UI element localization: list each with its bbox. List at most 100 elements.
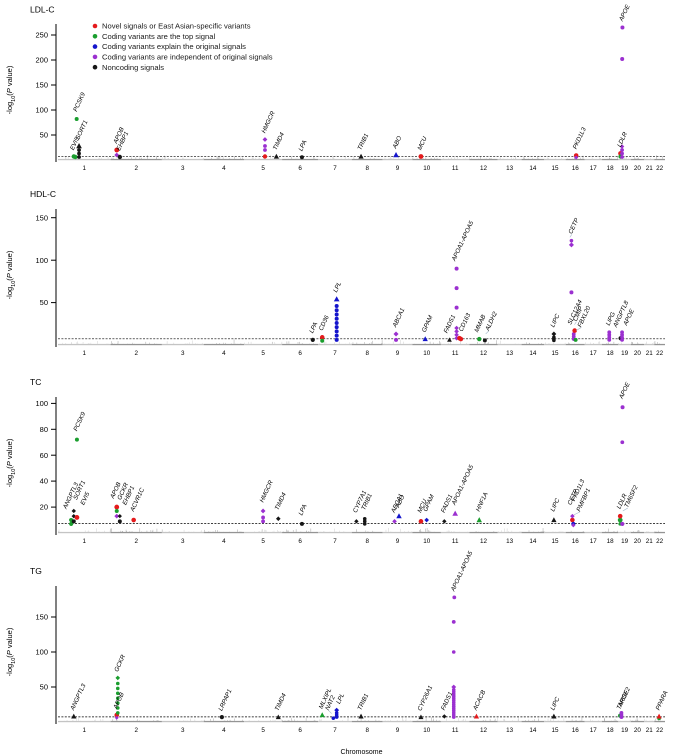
svg-text:11: 11 [452, 538, 459, 545]
svg-text:CD36: CD36 [318, 314, 331, 332]
svg-text:-log10(P value): -log10(P value) [5, 250, 17, 299]
svg-text:12: 12 [480, 165, 488, 172]
svg-text:200: 200 [35, 56, 48, 65]
svg-text:8: 8 [365, 727, 369, 734]
svg-text:6: 6 [298, 727, 302, 734]
svg-text:8: 8 [365, 350, 369, 357]
svg-text:6: 6 [298, 538, 302, 545]
svg-text:MCU: MCU [416, 135, 429, 151]
svg-text:16: 16 [572, 727, 580, 734]
svg-text:APOA1-APOA5: APOA1-APOA5 [450, 219, 475, 263]
svg-text:1: 1 [83, 165, 87, 172]
svg-text:7: 7 [333, 727, 337, 734]
svg-text:APOB: APOB [112, 691, 126, 710]
svg-text:PKD1L3: PKD1L3 [572, 126, 588, 150]
svg-text:15: 15 [551, 727, 559, 734]
svg-text:4: 4 [222, 165, 226, 172]
svg-text:1: 1 [83, 727, 87, 734]
svg-text:11: 11 [452, 350, 459, 357]
svg-text:LIPC: LIPC [549, 312, 561, 328]
svg-text:22: 22 [656, 350, 664, 357]
svg-text:Coding variants are the top si: Coding variants are the top signal [102, 32, 215, 41]
svg-text:14: 14 [529, 538, 537, 545]
svg-text:11: 11 [452, 727, 459, 734]
svg-text:9: 9 [396, 350, 400, 357]
svg-text:13: 13 [506, 350, 514, 357]
svg-text:22: 22 [656, 165, 664, 172]
svg-text:HMGCR: HMGCR [259, 479, 275, 504]
svg-text:2: 2 [135, 350, 139, 357]
svg-text:50: 50 [40, 682, 48, 691]
svg-text:-log10(P value): -log10(P value) [5, 65, 17, 114]
svg-text:20: 20 [634, 165, 642, 172]
svg-text:17: 17 [590, 727, 598, 734]
svg-text:5: 5 [261, 538, 265, 545]
svg-text:150: 150 [35, 81, 48, 90]
svg-text:1: 1 [83, 538, 87, 545]
svg-text:CETP: CETP [567, 216, 581, 235]
svg-text:3: 3 [181, 350, 185, 357]
svg-text:ALDH2: ALDH2 [484, 310, 499, 332]
svg-text:100: 100 [35, 106, 48, 115]
svg-text:ACACB: ACACB [471, 689, 487, 712]
svg-text:100: 100 [35, 647, 48, 656]
svg-text:LRPAP1: LRPAP1 [217, 688, 233, 712]
svg-text:16: 16 [572, 538, 580, 545]
svg-text:80: 80 [40, 425, 48, 434]
svg-text:21: 21 [646, 165, 654, 172]
svg-text:150: 150 [35, 612, 48, 621]
svg-text:21: 21 [646, 727, 654, 734]
svg-text:ABCA1: ABCA1 [391, 307, 406, 329]
svg-text:APOA1-APOA5: APOA1-APOA5 [450, 463, 475, 507]
svg-text:Coding variants are independen: Coding variants are independent of origi… [102, 53, 273, 62]
svg-text:19: 19 [621, 350, 629, 357]
svg-text:12: 12 [480, 538, 488, 545]
svg-text:TG: TG [30, 566, 42, 576]
svg-text:7: 7 [333, 350, 337, 357]
svg-text:5: 5 [261, 165, 265, 172]
svg-text:3: 3 [181, 538, 185, 545]
svg-text:19: 19 [621, 538, 629, 545]
svg-text:Noncoding signals: Noncoding signals [102, 63, 164, 72]
svg-text:16: 16 [572, 350, 580, 357]
svg-text:MMAB: MMAB [473, 313, 487, 333]
svg-text:15: 15 [551, 165, 559, 172]
svg-text:HDL-C: HDL-C [30, 189, 56, 199]
svg-text:17: 17 [590, 165, 598, 172]
svg-text:7: 7 [333, 165, 337, 172]
svg-text:LPA: LPA [297, 503, 308, 516]
svg-text:PCSK9: PCSK9 [72, 91, 87, 113]
svg-text:PPARA: PPARA [655, 689, 670, 711]
svg-text:12: 12 [480, 350, 488, 357]
svg-text:SORT1: SORT1 [75, 119, 90, 141]
svg-text:LIPC: LIPC [549, 695, 561, 711]
svg-text:HMGCR: HMGCR [260, 110, 276, 135]
svg-text:4: 4 [222, 727, 226, 734]
svg-text:GPAM: GPAM [421, 313, 435, 333]
svg-text:LPA: LPA [297, 139, 308, 152]
svg-text:14: 14 [529, 165, 537, 172]
svg-text:250: 250 [35, 31, 48, 40]
svg-text:APOE: APOE [618, 3, 632, 23]
svg-text:18: 18 [607, 727, 615, 734]
svg-text:20: 20 [634, 538, 642, 545]
svg-text:APOE: APOE [616, 688, 630, 708]
svg-text:14: 14 [529, 350, 537, 357]
svg-text:14: 14 [529, 727, 537, 734]
svg-text:19: 19 [621, 165, 629, 172]
svg-text:9: 9 [396, 727, 400, 734]
svg-text:10: 10 [423, 350, 431, 357]
svg-text:21: 21 [646, 350, 654, 357]
svg-text:TIMD4: TIMD4 [274, 691, 288, 711]
svg-text:5: 5 [261, 727, 265, 734]
svg-text:13: 13 [506, 165, 514, 172]
svg-text:2: 2 [135, 727, 139, 734]
svg-text:TRIB1: TRIB1 [357, 132, 371, 151]
svg-text:GCKR: GCKR [113, 653, 127, 673]
svg-text:TRIB1: TRIB1 [357, 692, 371, 711]
svg-text:-log10(P value): -log10(P value) [5, 438, 17, 487]
svg-text:5: 5 [261, 350, 265, 357]
svg-text:1: 1 [83, 350, 87, 357]
svg-text:6: 6 [298, 350, 302, 357]
svg-text:ANGPTL3: ANGPTL3 [69, 682, 88, 712]
